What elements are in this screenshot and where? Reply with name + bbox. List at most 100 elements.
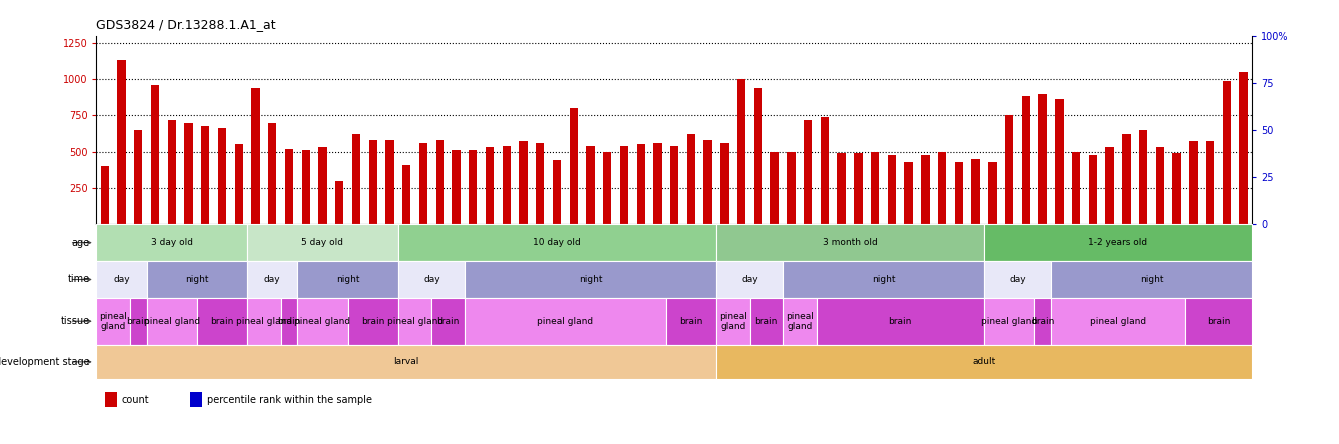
Text: pineal gland: pineal gland <box>1090 317 1146 326</box>
Bar <box>770 152 779 224</box>
Text: 3 month old: 3 month old <box>822 238 877 247</box>
Bar <box>716 261 783 298</box>
Bar <box>297 261 398 298</box>
Bar <box>185 123 193 224</box>
Bar <box>297 298 348 345</box>
Bar <box>285 149 293 224</box>
Text: night: night <box>185 275 209 284</box>
Bar <box>1051 261 1252 298</box>
Bar <box>1034 298 1051 345</box>
Text: night: night <box>336 275 359 284</box>
Bar <box>301 150 309 224</box>
Bar <box>502 146 511 224</box>
Bar <box>118 60 126 224</box>
Bar <box>96 298 130 345</box>
Bar <box>821 117 829 224</box>
Text: pineal gland: pineal gland <box>236 317 292 326</box>
Bar <box>620 146 628 224</box>
Bar <box>465 261 716 298</box>
Bar <box>398 224 716 261</box>
Bar <box>1073 152 1081 224</box>
Bar <box>248 224 398 261</box>
Text: day: day <box>1010 275 1026 284</box>
Bar <box>348 298 398 345</box>
Text: day: day <box>114 275 130 284</box>
Text: brain: brain <box>1031 317 1054 326</box>
Bar <box>670 146 679 224</box>
Text: brain: brain <box>437 317 459 326</box>
Bar <box>1173 153 1181 224</box>
Text: larval: larval <box>394 357 419 366</box>
Bar <box>100 166 108 224</box>
Bar <box>803 120 813 224</box>
Text: brain: brain <box>889 317 912 326</box>
Bar <box>167 120 175 224</box>
Bar <box>955 162 963 224</box>
Bar <box>147 261 248 298</box>
Text: brain: brain <box>277 317 301 326</box>
Bar <box>190 392 202 407</box>
Bar <box>787 152 795 224</box>
Bar <box>1051 298 1185 345</box>
Bar <box>972 159 980 224</box>
Text: pineal
gland: pineal gland <box>99 312 127 331</box>
Bar <box>319 147 327 224</box>
Bar <box>1122 134 1130 224</box>
Bar <box>984 224 1252 261</box>
Text: day: day <box>742 275 758 284</box>
Bar <box>837 153 846 224</box>
Text: tissue: tissue <box>60 316 90 326</box>
Bar <box>720 143 728 224</box>
Text: day: day <box>423 275 439 284</box>
Bar <box>453 150 461 224</box>
Bar <box>984 261 1051 298</box>
Text: pineal gland: pineal gland <box>981 317 1038 326</box>
Bar <box>1106 147 1114 224</box>
Bar <box>716 224 984 261</box>
Bar <box>984 298 1034 345</box>
Bar <box>937 152 947 224</box>
Bar <box>352 134 360 224</box>
Text: development stage: development stage <box>0 357 90 367</box>
Bar <box>888 155 896 224</box>
Bar <box>248 261 297 298</box>
Bar <box>1139 130 1148 224</box>
Bar <box>988 162 996 224</box>
Bar <box>586 146 595 224</box>
Bar <box>96 224 248 261</box>
Text: 5 day old: 5 day old <box>301 238 344 247</box>
Bar <box>921 155 929 224</box>
Bar <box>398 298 431 345</box>
Text: night: night <box>1139 275 1164 284</box>
Bar <box>1240 72 1248 224</box>
Text: pineal gland: pineal gland <box>143 317 200 326</box>
Bar <box>248 298 281 345</box>
Text: night: night <box>872 275 896 284</box>
Text: brain: brain <box>1206 317 1231 326</box>
Text: 10 day old: 10 day old <box>533 238 581 247</box>
Bar <box>368 140 376 224</box>
Bar <box>1156 147 1164 224</box>
Bar <box>716 298 750 345</box>
Bar <box>569 108 578 224</box>
Text: pineal gland: pineal gland <box>537 317 593 326</box>
Bar <box>465 298 665 345</box>
Bar <box>1206 142 1214 224</box>
Bar <box>904 162 913 224</box>
Bar <box>1089 155 1097 224</box>
Bar <box>817 298 984 345</box>
Bar <box>134 130 142 224</box>
Bar <box>1185 298 1252 345</box>
Text: day: day <box>264 275 281 284</box>
Text: 1-2 years old: 1-2 years old <box>1089 238 1148 247</box>
Bar <box>104 392 116 407</box>
Text: brain: brain <box>679 317 703 326</box>
Text: pineal
gland: pineal gland <box>786 312 814 331</box>
Bar <box>687 134 695 224</box>
Text: age: age <box>71 238 90 248</box>
Text: brain: brain <box>127 317 150 326</box>
Bar <box>1039 94 1047 224</box>
Bar <box>1022 96 1030 224</box>
Text: night: night <box>578 275 603 284</box>
Bar <box>151 85 159 224</box>
